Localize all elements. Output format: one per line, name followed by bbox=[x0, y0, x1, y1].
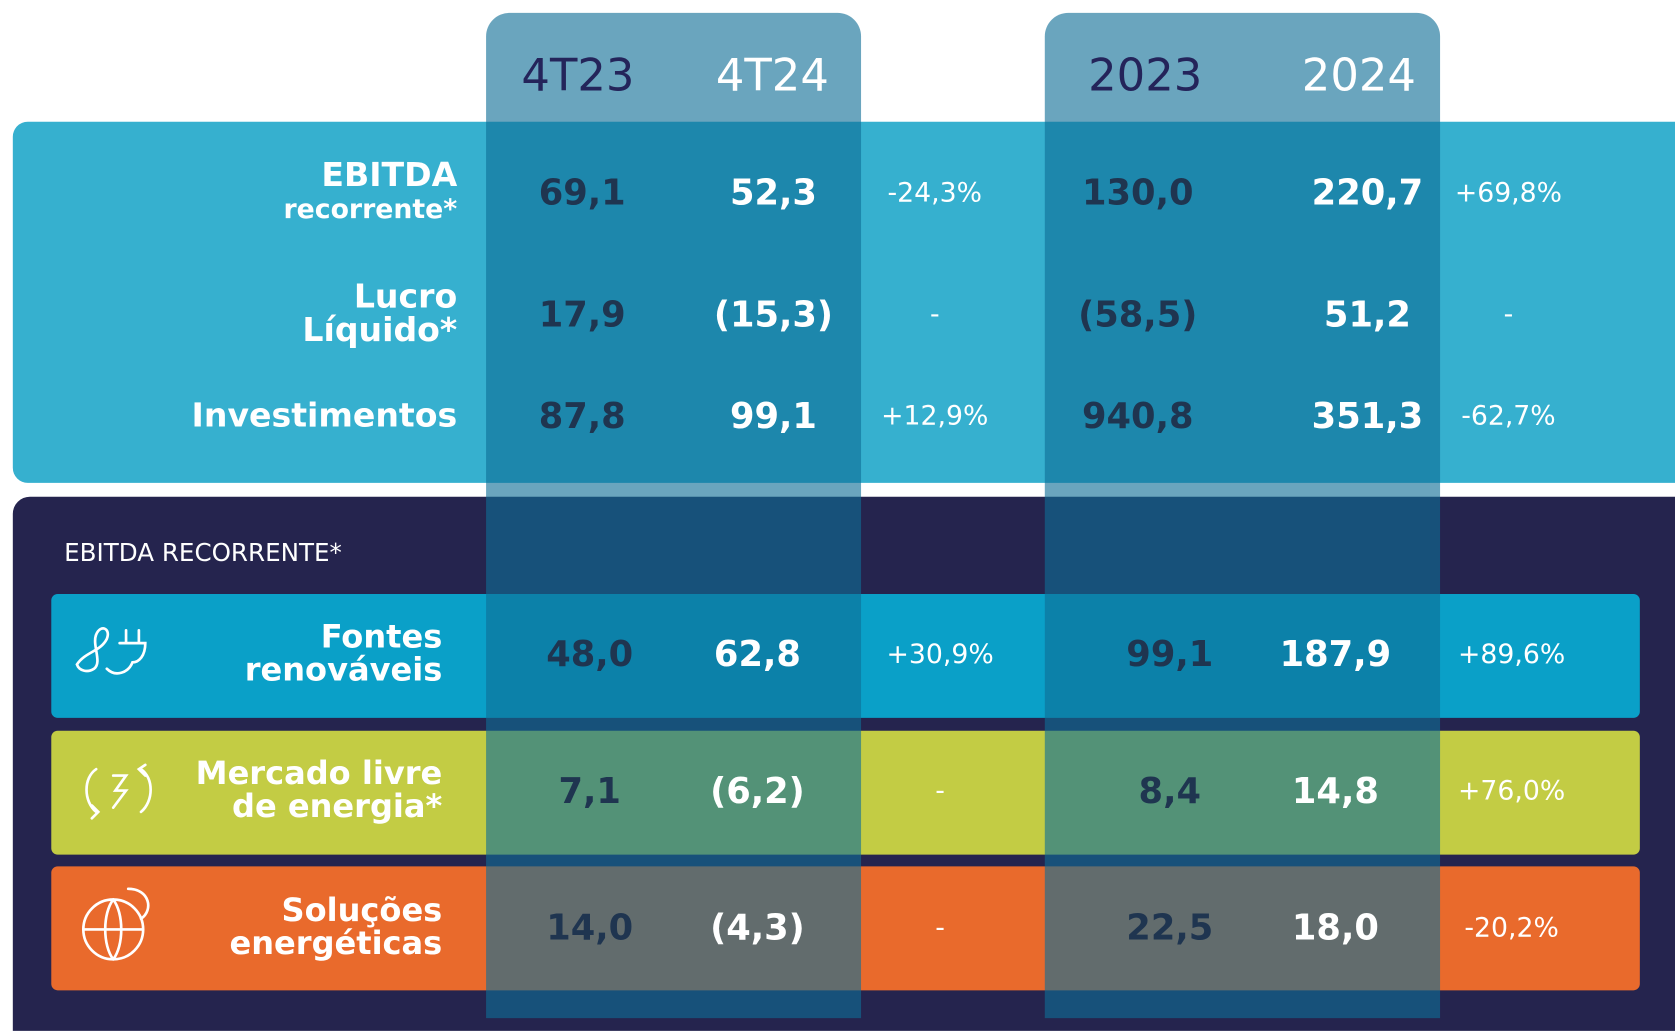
cell-value: 99,1 bbox=[1126, 633, 1213, 675]
cell-value: (58,5) bbox=[1078, 293, 1197, 335]
cell-value: -24,3% bbox=[888, 177, 982, 208]
leaf-icon bbox=[77, 628, 108, 671]
infographic: 4T23 4T24 2023 2024 EBITDArecorrente* 69,1 52,… bbox=[0, 0, 1675, 1018]
cell-value: 18,0 bbox=[1292, 906, 1379, 948]
cell-value: 187,9 bbox=[1280, 633, 1392, 675]
column-highlight bbox=[486, 13, 861, 1018]
cell-value: 22,5 bbox=[1126, 906, 1213, 948]
cell-value: 52,3 bbox=[730, 171, 817, 213]
cell-value: -62,7% bbox=[1461, 400, 1555, 431]
row-label: Líquido* bbox=[302, 314, 457, 347]
cell-value: +76,0% bbox=[1458, 775, 1565, 806]
plug-icon bbox=[107, 630, 145, 673]
row-label: recorrente* bbox=[283, 192, 457, 225]
column-header: 2024 bbox=[1302, 49, 1416, 101]
row-label: EBITDA bbox=[321, 159, 457, 192]
cell-value: 8,4 bbox=[1139, 770, 1201, 812]
column-header: 4T24 bbox=[716, 49, 829, 101]
cell-value: 940,8 bbox=[1082, 395, 1194, 437]
cell-value: +89,6% bbox=[1458, 638, 1565, 669]
column-header: 4T23 bbox=[521, 49, 634, 101]
cell-value: 62,8 bbox=[714, 633, 801, 675]
cell-value: - bbox=[930, 299, 940, 330]
cell-value: 130,0 bbox=[1082, 171, 1194, 213]
cell-value: 51,2 bbox=[1324, 293, 1411, 335]
cell-value: - bbox=[1504, 299, 1514, 330]
section-title: EBITDA RECORRENTE* bbox=[64, 539, 342, 567]
energy-cycle-icon bbox=[87, 765, 151, 818]
row-label: Soluções bbox=[282, 894, 443, 927]
row-label: renováveis bbox=[245, 654, 443, 687]
segment-icons bbox=[64, 609, 182, 972]
cell-value: +69,8% bbox=[1455, 177, 1562, 208]
row-label: de energia* bbox=[232, 791, 442, 824]
cell-value: 99,1 bbox=[730, 395, 817, 437]
cell-value: +12,9% bbox=[881, 400, 988, 431]
cell-value: 220,7 bbox=[1312, 171, 1424, 213]
cell-value: (6,2) bbox=[710, 770, 805, 812]
cell-value: (15,3) bbox=[714, 293, 833, 335]
row-label: Investimentos bbox=[192, 399, 458, 432]
cell-value: - bbox=[935, 775, 945, 806]
row-label: Fontes bbox=[321, 621, 443, 654]
cell-value: 14,8 bbox=[1292, 770, 1379, 812]
cell-value: 14,0 bbox=[546, 906, 633, 948]
column-header: 2023 bbox=[1088, 49, 1202, 101]
cell-value: 87,8 bbox=[539, 395, 626, 437]
cell-value: - bbox=[935, 912, 945, 943]
cell-value: 351,3 bbox=[1312, 395, 1424, 437]
cell-value: 69,1 bbox=[539, 171, 626, 213]
column-highlight bbox=[1045, 13, 1440, 1018]
row-label: Mercado livre bbox=[196, 757, 443, 790]
cell-value: 48,0 bbox=[546, 633, 633, 675]
row-label: energéticas bbox=[229, 927, 442, 960]
page: 4T23 4T24 2023 2024 EBITDArecorrente* 69,1 52,… bbox=[0, 0, 1675, 1018]
cell-value: 17,9 bbox=[539, 293, 626, 335]
cell-value: +30,9% bbox=[886, 638, 993, 669]
cell-value: 7,1 bbox=[558, 770, 620, 812]
cell-value: -20,2% bbox=[1464, 912, 1558, 943]
row-label: Lucro bbox=[354, 281, 457, 314]
cell-value: (4,3) bbox=[710, 906, 805, 948]
